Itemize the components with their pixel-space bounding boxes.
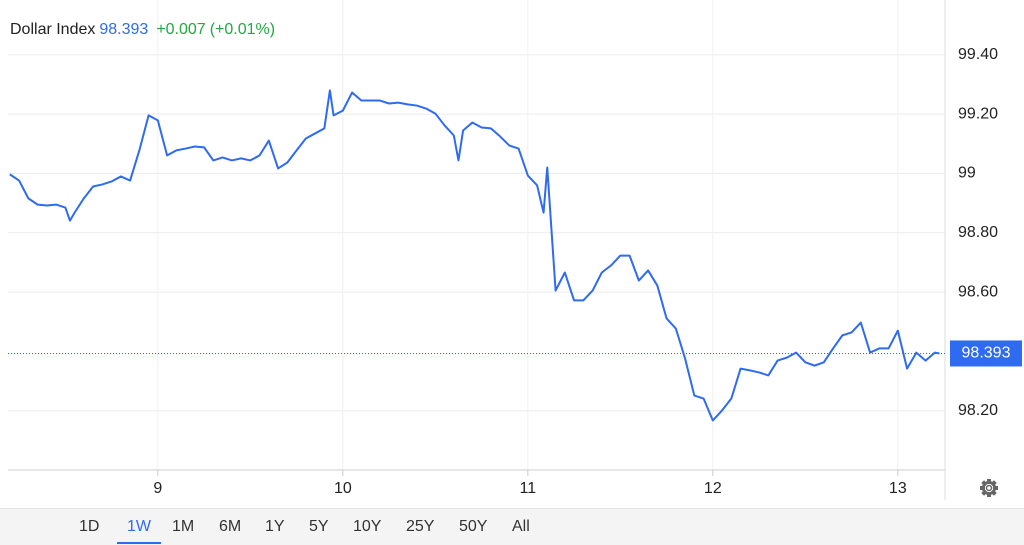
range-button[interactable]: 5Y: [309, 518, 329, 535]
range-button[interactable]: 1M: [172, 518, 195, 535]
price: 98.393: [99, 21, 149, 38]
range-button[interactable]: All: [512, 518, 530, 535]
instrument-name: Dollar Index: [10, 21, 96, 38]
range-button[interactable]: 6M: [219, 518, 242, 535]
y-tick-label: 98.60: [958, 283, 998, 300]
price-tag-label: 98.393: [962, 345, 1011, 362]
range-button[interactable]: 1W: [117, 518, 161, 544]
gear-body: [982, 481, 996, 495]
x-tick-label: 12: [704, 480, 722, 497]
change-percent: (+0.01%): [209, 21, 276, 38]
x-tick-label: 9: [153, 480, 162, 497]
gear-hole: [985, 484, 993, 492]
y-tick-label: 98.20: [958, 402, 998, 419]
range-bar: 1D 1W 1M 6M 1Y 5Y 10Y 25Y 50Y All: [0, 508, 1024, 545]
range-button[interactable]: 1Y: [265, 518, 285, 535]
chart: 98.20 98.60 98.80 99 99.20 99.40 9 10 11 12 13 98.3…: [8, 0, 1022, 500]
range-button[interactable]: 50Y: [459, 518, 488, 535]
change: +0.007: [156, 21, 206, 38]
y-tick-label: 98.80: [958, 224, 998, 241]
range-button[interactable]: 10Y: [353, 518, 382, 535]
x-tick-label: 11: [520, 480, 537, 497]
x-tick-label: 13: [889, 480, 907, 497]
range-button[interactable]: 1D: [79, 518, 100, 535]
x-tick-label: 10: [334, 480, 352, 497]
range-button[interactable]: 25Y: [406, 518, 435, 535]
price-tag: [950, 340, 1022, 367]
y-tick-label: 99: [958, 165, 976, 182]
y-tick-label: 99.40: [958, 46, 998, 63]
y-tick-label: 99.20: [958, 105, 998, 122]
header: Dollar Index 98.393 +0.007 (+0.01%): [10, 21, 275, 39]
line: [9, 89, 940, 422]
settings-icon[interactable]: [980, 479, 998, 497]
